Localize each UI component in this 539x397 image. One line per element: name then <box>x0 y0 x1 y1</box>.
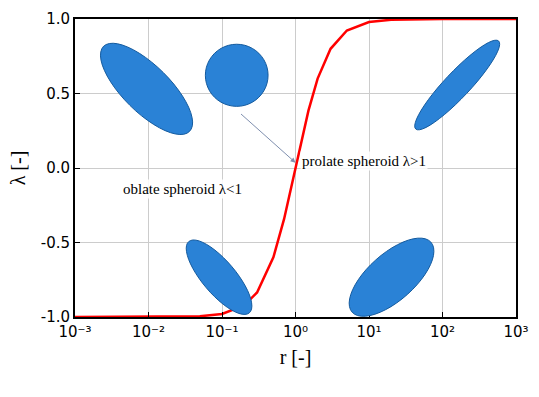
svg-text:10¹: 10¹ <box>356 323 381 341</box>
svg-text:-0.5: -0.5 <box>41 234 70 252</box>
svg-text:r [-]: r [-] <box>280 346 312 368</box>
svg-text:λ [-]: λ [-] <box>7 151 29 186</box>
svg-text:10³: 10³ <box>503 323 528 341</box>
svg-text:1.0: 1.0 <box>46 10 70 28</box>
svg-text:prolate spheroid λ>1: prolate spheroid λ>1 <box>302 153 426 169</box>
svg-text:10⁻¹: 10⁻¹ <box>205 323 238 341</box>
svg-text:10⁰: 10⁰ <box>283 323 308 341</box>
svg-text:0.0: 0.0 <box>46 159 70 177</box>
svg-text:10⁻²: 10⁻² <box>132 323 165 341</box>
svg-text:10²: 10² <box>430 323 455 341</box>
svg-text:oblate spheroid λ<1: oblate spheroid λ<1 <box>123 181 242 197</box>
svg-text:-1.0: -1.0 <box>41 308 70 326</box>
svg-text:10⁻³: 10⁻³ <box>58 323 91 341</box>
svg-text:0.5: 0.5 <box>46 85 70 103</box>
